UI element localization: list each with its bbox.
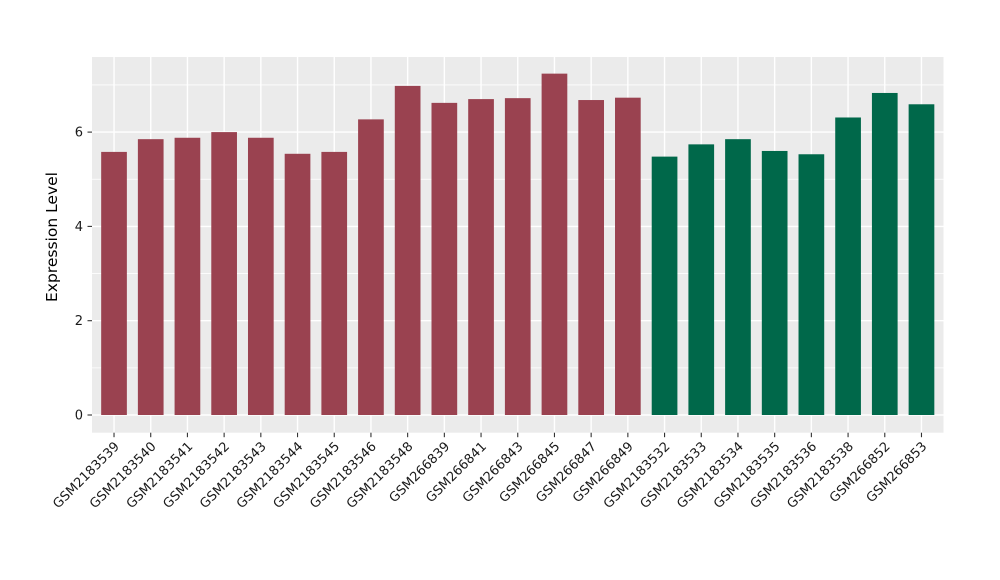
bar-GSM266843 [504,98,531,415]
bar-GSM2183545 [321,151,348,415]
y-tick-label: 2 [75,314,83,329]
bar-GSM2183546 [358,119,384,415]
bar-GSM266839 [431,102,458,415]
bar-GSM2183535 [761,150,788,415]
bar-GSM266845 [541,73,568,415]
bar-GSM266841 [468,99,494,415]
bar-GSM2183532 [651,156,678,416]
y-axis-title: Expression Level [43,172,61,302]
bar-GSM266847 [578,100,605,416]
bar-GSM2183538 [835,117,861,416]
y-tick-label: 4 [75,220,83,235]
y-tick-label: 6 [75,126,83,141]
bar-GSM2183539 [101,151,127,415]
bar-GSM2183542 [211,132,237,415]
bar-GSM2183534 [725,139,751,416]
bar-GSM2183540 [137,139,164,416]
bar-GSM2183541 [174,137,201,415]
bar-GSM2183544 [284,153,311,415]
bar-GSM266853 [908,104,935,416]
bar-GSM2183548 [394,85,421,415]
bar-GSM2183543 [247,137,274,415]
y-tick-label: 0 [75,409,83,424]
bar-GSM266852 [871,92,898,415]
bar-GSM2183536 [798,154,825,415]
bar-GSM2183533 [688,144,715,415]
bar-GSM266849 [615,97,641,416]
